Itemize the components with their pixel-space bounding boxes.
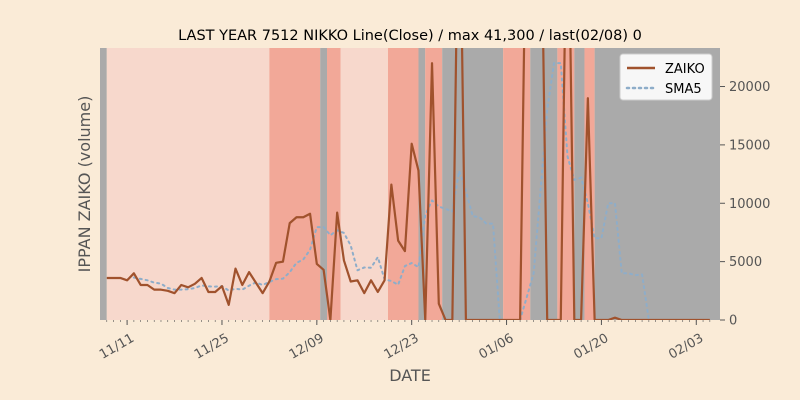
series-lines: [106, 48, 711, 320]
legend-box: [619, 53, 713, 101]
y-tick-label: 5000: [729, 255, 762, 270]
legend-label-sma5: SMA5: [665, 82, 702, 97]
x-tick-label: 12/23: [382, 331, 422, 363]
y-tick-label: 10000: [729, 197, 770, 212]
y-tick-label: 15000: [729, 138, 770, 153]
background-band: [320, 48, 327, 320]
x-axis-label: DATE: [389, 366, 431, 385]
background-band: [100, 48, 107, 320]
background-band: [574, 48, 585, 320]
chart-title: LAST YEAR 7512 NIKKO Line(Close) / max 4…: [178, 28, 642, 44]
background-band: [269, 48, 321, 320]
x-tick-label: 11/11: [97, 331, 137, 363]
background-band: [387, 48, 419, 320]
series-line-zaiko: [106, 48, 710, 320]
x-tick-label: 02/03: [666, 331, 706, 363]
y-axis-label: IPPAN ZAIKO (volume): [75, 96, 94, 273]
background-band: [418, 48, 426, 320]
x-tick-label: 11/25: [192, 331, 232, 363]
x-tick-label: 01/20: [571, 331, 611, 363]
background-band: [503, 48, 531, 320]
legend-label-zaiko: ZAIKO: [665, 62, 705, 77]
x-tick-label: 12/09: [287, 331, 327, 363]
background-band: [340, 48, 388, 320]
y-axis: 0 5000 10000 15000 20000: [720, 80, 770, 329]
x-tick-label: 01/06: [476, 331, 516, 363]
background-band: [442, 48, 504, 320]
y-tick-label: 0: [729, 314, 737, 329]
x-axis: 11/11 11/25 12/09 12/23 01/06 01/20 02/03: [97, 320, 711, 363]
legend: ZAIKO SMA5: [619, 53, 713, 101]
background-band: [326, 48, 341, 320]
y-tick-label: 20000: [729, 80, 770, 95]
